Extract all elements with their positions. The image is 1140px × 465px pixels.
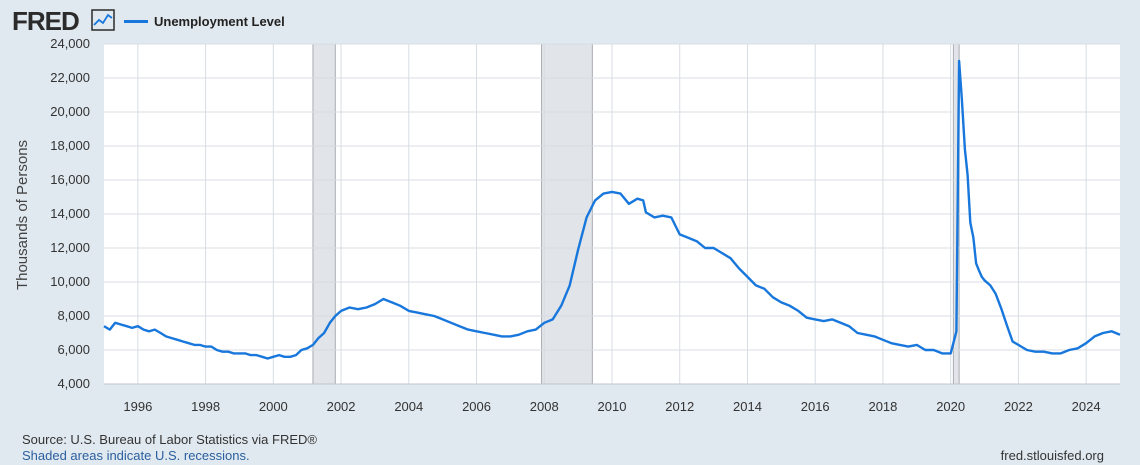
x-tick-label: 2004 [394, 399, 423, 414]
y-axis-title: Thousands of Persons [14, 140, 31, 290]
legend-swatch [124, 19, 148, 23]
x-tick-label: 2012 [665, 399, 694, 414]
y-tick-label: 12,000 [50, 240, 90, 255]
x-tick-label: 2014 [733, 399, 762, 414]
x-tick-label: 2016 [801, 399, 830, 414]
chart-header: FRED Unemployment Level [0, 0, 1140, 40]
y-tick-label: 22,000 [50, 70, 90, 85]
x-tick-label: 1996 [123, 399, 152, 414]
y-tick-label: 18,000 [50, 138, 90, 153]
site-url[interactable]: fred.stlouisfed.org [1000, 448, 1104, 463]
y-tick-label: 10,000 [50, 274, 90, 289]
x-tick-label: 2002 [327, 399, 356, 414]
y-tick-label: 20,000 [50, 104, 90, 119]
x-tick-labels-group: 1996 1998 2000 2002 2004 2006 2008 2010 2012 2014… [123, 399, 1100, 414]
x-tick-label: 2020 [936, 399, 965, 414]
x-tick-label: 2024 [1072, 399, 1101, 414]
y-tick-label: 6,000 [57, 342, 90, 357]
y-tick-label: 16,000 [50, 172, 90, 187]
x-tick-label: 2022 [1004, 399, 1033, 414]
series-line-unemployment-level[interactable] [103, 59, 1121, 360]
x-tick-label: 2010 [598, 399, 627, 414]
y-tick-label: 4,000 [57, 376, 90, 391]
y-tick-label: 14,000 [50, 206, 90, 221]
unemployment-chart: 4,000 6,000 8,000 10,000 12,000 14,000 16,000 1… [14, 36, 1121, 414]
x-tick-label: 2000 [259, 399, 288, 414]
x-tick-label: 2018 [868, 399, 897, 414]
legend-label: Unemployment Level [154, 13, 285, 29]
x-tick-label: 1998 [191, 399, 220, 414]
series-group [103, 59, 1121, 360]
y-tick-labels-group: 4,000 6,000 8,000 10,000 12,000 14,000 16,000 1… [50, 36, 90, 391]
x-tick-label: 2008 [530, 399, 559, 414]
x-tick-label: 2006 [462, 399, 491, 414]
y-tick-label: 24,000 [50, 36, 90, 51]
gridlines-group [104, 43, 1120, 385]
legend: Unemployment Level [124, 12, 285, 30]
fred-logo[interactable]: FRED [12, 6, 80, 36]
source-attribution: Source: U.S. Bureau of Labor Statistics … [22, 432, 317, 447]
recession-note-link[interactable]: Shaded areas indicate U.S. recessions. [22, 448, 250, 463]
trend-line-icon [91, 9, 115, 31]
y-tick-label: 8,000 [57, 308, 90, 323]
